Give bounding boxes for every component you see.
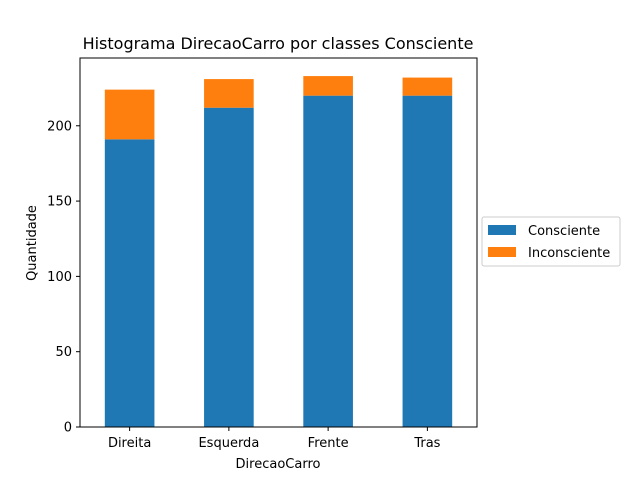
legend: Consciente Inconsciente	[481, 216, 621, 267]
bar-consciente-direita	[104, 139, 155, 427]
x-tick-label-frente: Frente	[308, 436, 349, 451]
bar-inconsciente-tras	[402, 77, 453, 96]
legend-frame	[481, 216, 621, 267]
y-tick-label: 200	[47, 119, 72, 134]
bars-group	[104, 76, 453, 428]
x-axis-label: DirecaoCarro	[236, 457, 321, 472]
bar-inconsciente-frente	[303, 76, 353, 96]
legend-swatch-consciente	[488, 225, 516, 235]
bar-inconsciente-esquerda	[204, 79, 254, 108]
y-tick-label: 150	[47, 195, 72, 210]
y-axis-ticks: 0 50 100 150 200	[47, 119, 80, 436]
bar-consciente-esquerda	[204, 107, 254, 428]
bar-consciente-frente	[303, 95, 353, 427]
legend-label-consciente: Consciente	[528, 224, 600, 239]
x-tick-label-esquerda: Esquerda	[198, 436, 259, 451]
y-tick-label: 100	[47, 270, 72, 285]
legend-swatch-inconsciente	[488, 247, 516, 257]
legend-label-inconsciente: Inconsciente	[528, 246, 610, 261]
y-tick-label: 0	[64, 421, 72, 436]
chart-title: Histograma DirecaoCarro por classes Cons…	[83, 34, 474, 53]
y-axis-label: Quantidade	[25, 205, 40, 281]
x-tick-label-tras: Tras	[413, 436, 440, 451]
bar-consciente-tras	[402, 95, 453, 427]
y-tick-label: 50	[55, 345, 72, 360]
bar-inconsciente-direita	[104, 89, 155, 140]
x-tick-label-direita: Direita	[108, 436, 151, 451]
plot-frame	[79, 57, 478, 428]
x-axis-ticks: Direita Esquerda Frente Tras	[108, 427, 441, 451]
